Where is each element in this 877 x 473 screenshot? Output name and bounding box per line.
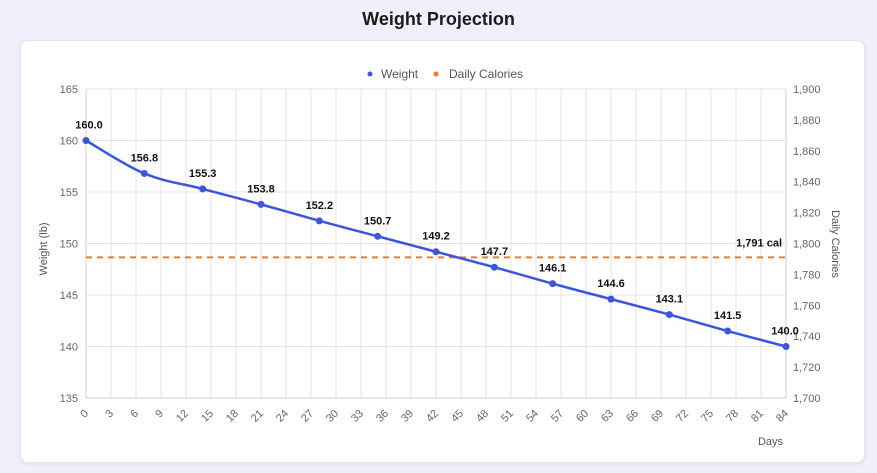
x-tick-label: 12: [174, 408, 191, 425]
y2-tick-label: 1,780: [793, 269, 821, 281]
weight-point: [724, 327, 732, 335]
weight-point: [199, 185, 207, 193]
x-tick-label: 0: [78, 408, 91, 421]
data-labels: 1,791 cal 160.0 156.8 155.3 153.8 152.2 150.7 1…: [75, 120, 799, 338]
x-tick-label: 42: [424, 408, 441, 425]
x-axis-ticks: 0 3 6 9 12 15 18 21 24 27 30 33 36 39 42 45 48 51 54 57 60 63…: [78, 408, 791, 425]
legend-item-weight[interactable]: Weight: [367, 67, 419, 81]
x-tick-label: 84: [774, 408, 791, 425]
y2-tick-label: 1,880: [793, 115, 821, 127]
weight-data-label: 140.0: [771, 326, 799, 338]
x-tick-label: 36: [374, 408, 391, 425]
legend-calories-label: Daily Calories: [449, 67, 523, 81]
y-tick-label: 165: [60, 84, 78, 96]
x-tick-label: 24: [274, 408, 291, 425]
chart-card: 165 160 155 150 145 140 135 1,900 1,880 1,860 1,8…: [20, 40, 865, 463]
weight-point: [782, 343, 790, 350]
y2-tick-label: 1,700: [793, 393, 821, 405]
y2-tick-label: 1,740: [793, 331, 821, 343]
y2-tick-label: 1,820: [793, 208, 821, 220]
weight-point: [140, 169, 148, 177]
legend-weight-label: Weight: [381, 67, 419, 81]
x-tick-label: 48: [474, 408, 491, 425]
weight-data-label: 141.5: [714, 310, 742, 322]
x-tick-label: 27: [299, 408, 316, 425]
x-tick-label: 39: [399, 408, 416, 425]
x-tick-label: 6: [128, 408, 141, 421]
x-tick-label: 30: [324, 408, 341, 425]
x-tick-label: 9: [153, 408, 166, 421]
x-tick-label: 69: [649, 408, 666, 425]
weight-data-label: 147.7: [481, 246, 509, 258]
grid-lines: [85, 88, 787, 399]
weight-point: [374, 232, 382, 240]
weight-point: [490, 263, 498, 271]
x-tick-label: 72: [674, 408, 691, 425]
y-axis-title: Weight (lb): [38, 223, 50, 276]
weight-data-label: 160.0: [75, 120, 103, 132]
x-tick-label: 18: [224, 408, 241, 425]
weight-point: [315, 217, 323, 225]
y-tick-label: 145: [60, 290, 78, 302]
y2-tick-label: 1,800: [793, 239, 821, 251]
x-tick-label: 45: [449, 408, 466, 425]
x-tick-label: 33: [349, 408, 366, 425]
x-tick-label: 75: [699, 408, 716, 425]
y-tick-label: 155: [60, 187, 78, 199]
x-tick-label: 21: [249, 408, 266, 425]
y2-axis-title: Daily Calories: [829, 210, 841, 278]
weight-point: [607, 295, 615, 303]
x-tick-label: 63: [599, 408, 616, 425]
y-tick-label: 135: [60, 393, 78, 405]
weight-point: [82, 137, 90, 144]
page-title: Weight Projection: [362, 9, 515, 29]
x-tick-label: 15: [199, 408, 216, 425]
y2-tick-label: 1,760: [793, 300, 821, 312]
x-tick-label: 78: [724, 408, 741, 425]
legend-weight-marker: [367, 71, 373, 77]
weight-data-label: 156.8: [131, 152, 159, 164]
weight-point: [549, 280, 557, 288]
y-tick-label: 150: [60, 239, 78, 251]
weight-data-label: 153.8: [247, 183, 275, 195]
legend: Weight Daily Calories: [367, 67, 524, 81]
x-tick-label: 57: [549, 408, 566, 425]
x-tick-label: 66: [624, 408, 641, 425]
weight-data-label: 155.3: [189, 168, 217, 180]
x-tick-label: 3: [103, 408, 116, 421]
x-tick-label: 51: [499, 408, 516, 425]
y2-tick-label: 1,860: [793, 146, 821, 158]
legend-calories-marker: [433, 71, 439, 77]
x-axis-title: Days: [758, 436, 784, 448]
right-axis-ticks: 1,900 1,880 1,860 1,840 1,820 1,800 1,780 1,760…: [793, 84, 821, 405]
weight-point: [665, 311, 673, 319]
y2-tick-label: 1,720: [793, 362, 821, 374]
weight-data-label: 149.2: [422, 231, 450, 243]
legend-item-daily-calories[interactable]: Daily Calories: [433, 67, 524, 81]
weight-data-label: 150.7: [364, 215, 392, 227]
weight-data-label: 144.6: [597, 278, 625, 290]
weight-point: [432, 248, 440, 256]
y2-tick-label: 1,900: [793, 84, 821, 96]
x-tick-label: 60: [574, 408, 591, 425]
weight-data-label: 152.2: [306, 200, 334, 212]
left-axis-ticks: 165 160 155 150 145 140 135: [60, 84, 78, 405]
weight-data-label: 143.1: [656, 294, 684, 306]
y-tick-label: 140: [60, 342, 78, 354]
x-tick-label: 81: [749, 408, 766, 425]
weight-point: [257, 200, 265, 208]
y-tick-label: 160: [60, 136, 78, 148]
weight-data-label: 146.1: [539, 263, 567, 275]
y2-tick-label: 1,840: [793, 177, 821, 189]
series-layer: [82, 137, 790, 350]
calories-data-label: 1,791 cal: [736, 237, 782, 249]
x-tick-label: 54: [524, 408, 541, 425]
